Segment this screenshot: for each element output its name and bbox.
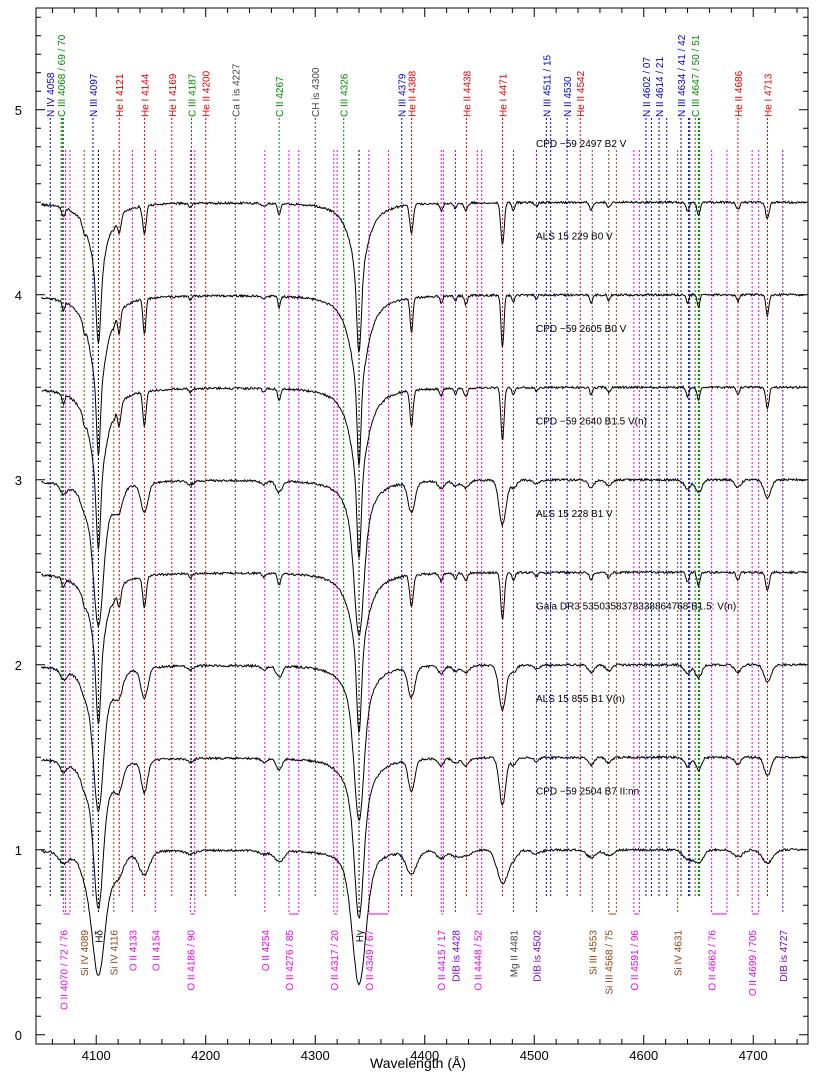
bottom-line-label: Si IV 4631 (674, 930, 685, 977)
bottom-line-label: O II 4448 / 52 (473, 930, 484, 991)
bottom-line-label: O II 4591 / 96 (630, 930, 641, 991)
spectrum-line (41, 847, 807, 986)
spectrum-label: CPD −59 2504 B7 II:nn (536, 787, 639, 798)
top-line-label: He I 4144 (140, 73, 151, 117)
bottom-line-label: O II 4186 / 90 (186, 930, 197, 991)
x-tick-label: 4300 (301, 1048, 330, 1063)
top-line-label: N III 4097 (89, 73, 100, 117)
x-tick-label: 4100 (82, 1048, 111, 1063)
line-labels: N IV 4058 C III 4068 / 69 / 70 N III 4097 H… (46, 34, 790, 1010)
bottom-line-label: Si IV 4089 (80, 930, 91, 977)
spectrum-line (41, 754, 806, 920)
y-tick-label: 1 (15, 843, 22, 858)
bottom-line-label: Hγ (355, 930, 366, 942)
top-line-label: N III 4379 (398, 73, 409, 117)
top-line-label: N III 4634 / 41 / 42 (677, 34, 688, 117)
bottom-line-label: O II 4415 / 17 (437, 930, 448, 991)
y-tick-label: 5 (15, 103, 22, 118)
top-line-label: N IV 4058 (46, 72, 57, 117)
bottom-line-label: O II 4276 / 85 (285, 930, 296, 991)
y-tick-label: 3 (15, 473, 22, 488)
bottom-line-label: Hδ (94, 930, 105, 943)
spectrum-line (41, 385, 806, 558)
bottom-line-label: DIB is 4502 (532, 930, 543, 982)
top-line-label: C III 4326 (340, 73, 351, 117)
top-line-label: He I 4169 (168, 73, 179, 117)
top-line-label: He I 4121 (115, 73, 126, 117)
x-tick-label: 4400 (410, 1048, 439, 1063)
x-tick-label: 4700 (739, 1048, 768, 1063)
axes: 4100 4200 4300 4400 4500 4600 4700 0 1 2 3 4 5 (15, 7, 809, 1063)
top-line-label: He II 4200 (202, 70, 213, 117)
top-line-label: He I 4471 (498, 73, 509, 117)
bottom-line-label: O II 4154 (151, 930, 162, 972)
x-tick-label: 4500 (520, 1048, 549, 1063)
spectrum-label: ALS 15 229 B0 V (536, 232, 613, 243)
bottom-line-label: O II 4254 (261, 930, 272, 972)
y-tick-label: 4 (15, 288, 22, 303)
spectrum-line (41, 662, 807, 821)
spectrum-line (41, 569, 807, 734)
bottom-line-label: DIB is 4727 (779, 930, 790, 982)
top-line-label: CH is 4300 (311, 67, 322, 117)
line-markers (49, 118, 784, 915)
bottom-line-label: O II 4070 / 72 / 76 (59, 930, 70, 1010)
bottom-line-label: DIB is 4428 (451, 930, 462, 982)
top-line-label: He II 4388 (408, 70, 419, 117)
top-line-label: He II 4686 (734, 70, 745, 117)
y-tick-label: 2 (15, 658, 22, 673)
top-line-label: He II 4438 (462, 70, 473, 117)
spectra-group: CPD −59 2497 B2 V ALS 15 229 B0 V CPD −59 … (41, 139, 807, 986)
top-line-label: N II 4614 / 21 (655, 57, 666, 117)
spectrum-line (41, 292, 806, 466)
plot-frame (35, 7, 809, 1045)
top-line-label: He II 4542 (576, 70, 587, 117)
top-line-label: C III 4647 / 50 / 51 (691, 34, 702, 117)
top-line-label: N II 4530 (563, 76, 574, 117)
spectrum-label: CPD −59 2640 B1.5 V(n) (536, 417, 647, 428)
top-line-label: N II 4602 / 07 (642, 57, 653, 117)
bottom-line-label: Si III 4553 (588, 930, 599, 975)
top-line-label: N III 4511 / 15 (542, 54, 553, 117)
x-tick-label: 4200 (191, 1048, 220, 1063)
bottom-line-label: O II 4662 / 76 (708, 930, 719, 991)
bottom-line-label: O II 4349 / 67 (365, 930, 376, 991)
spectrum-label: ALS 15 228 B1 V (536, 509, 613, 520)
bottom-line-label: O II 4133 (128, 930, 139, 972)
bottom-line-label: Mg II 4481 (509, 930, 520, 978)
bottom-line-label: O II 4699 / 705 (748, 930, 759, 997)
spectrum-line (41, 200, 807, 353)
spectrum-label: ALS 15 855 B1 V(n) (536, 694, 625, 705)
x-axis-label: Wavelength (Å) (370, 1055, 466, 1071)
spectrum-label: CPD −59 2497 B2 V (536, 139, 627, 150)
top-line-label: C II 4267 (275, 76, 286, 117)
top-line-label: C III 4187 (187, 73, 198, 117)
bottom-line-label: Si IV 4116 (110, 930, 121, 976)
y-tick-label: 0 (15, 1028, 22, 1043)
x-tick-label: 4600 (629, 1048, 658, 1063)
top-line-label: C III 4068 / 69 / 70 (57, 34, 68, 117)
spectrum-label: CPD −59 2605 B0 V (536, 324, 627, 335)
spectrum-label: Gaia DR3 5350358378338864768 B1.5: V(n) (536, 602, 736, 613)
top-line-label: He I 4713 (763, 73, 774, 117)
spectrum-line (41, 477, 807, 636)
bottom-line-label: Si III 4568 / 75 (605, 930, 616, 995)
top-line-label: Ca I is 4227 (231, 63, 242, 117)
bottom-line-label: O II 4317 / 20 (330, 930, 341, 991)
